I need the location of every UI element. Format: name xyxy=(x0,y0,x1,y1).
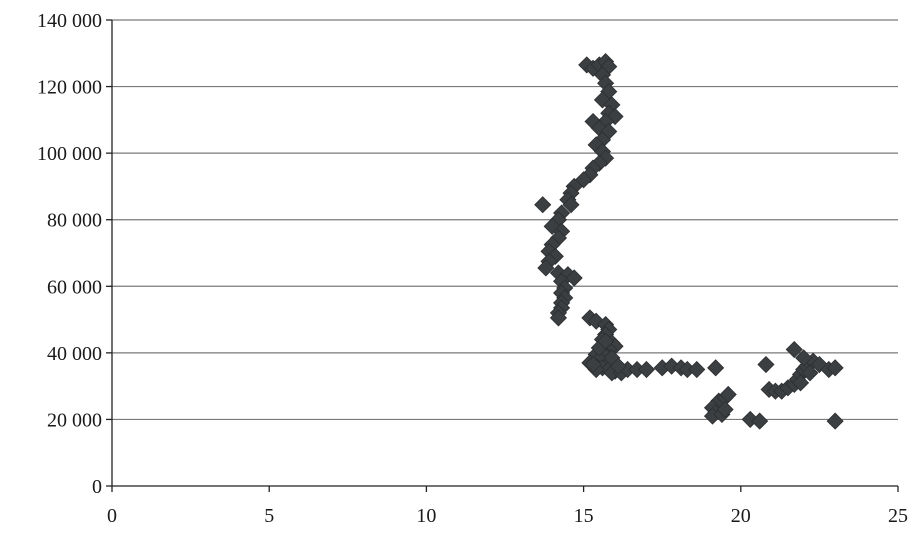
data-point xyxy=(826,412,844,430)
y-tick-label: 60 000 xyxy=(47,276,102,298)
x-tick-label: 5 xyxy=(264,505,274,527)
data-point xyxy=(584,355,602,374)
tick-labels: 0 20 000 40 000 60 000 80 000 100 000 120 000 1… xyxy=(37,10,908,527)
data-point xyxy=(757,355,775,374)
gridlines xyxy=(112,19,898,421)
axes xyxy=(106,19,899,492)
data-point xyxy=(593,91,612,109)
data-point xyxy=(719,385,737,404)
data-point xyxy=(549,309,568,327)
data-point xyxy=(546,247,564,265)
data-point xyxy=(534,196,552,214)
x-tick-label: 20 xyxy=(731,505,751,527)
x-tick-label: 15 xyxy=(574,505,594,527)
y-tick-label: 140 000 xyxy=(37,10,102,32)
data-point xyxy=(707,359,725,377)
data-point xyxy=(606,107,624,126)
data-point xyxy=(716,400,734,419)
data-point xyxy=(587,312,605,330)
data-points xyxy=(534,53,844,430)
data-point xyxy=(785,340,803,359)
y-tick-label: 0 xyxy=(92,476,102,498)
x-tick-label: 10 xyxy=(416,505,436,527)
data-point xyxy=(609,357,627,375)
y-tick-label: 20 000 xyxy=(47,409,102,431)
data-point xyxy=(795,349,813,367)
x-tick-label: 0 xyxy=(107,505,117,527)
data-point xyxy=(688,360,706,379)
y-tick-label: 80 000 xyxy=(47,210,102,232)
data-point xyxy=(791,374,810,392)
data-point xyxy=(562,196,580,214)
data-point xyxy=(751,412,769,430)
data-point xyxy=(597,149,615,167)
data-point xyxy=(537,259,555,277)
data-point xyxy=(637,360,656,379)
data-point xyxy=(590,154,608,172)
data-point xyxy=(565,269,583,287)
data-point xyxy=(581,166,599,184)
y-tick-label: 100 000 xyxy=(37,143,102,165)
data-point xyxy=(597,332,615,350)
y-tick-label: 120 000 xyxy=(37,77,102,99)
data-point xyxy=(801,364,819,382)
y-tick-label: 40 000 xyxy=(47,343,102,365)
data-point xyxy=(826,359,844,377)
x-tick-label: 25 xyxy=(888,505,908,527)
